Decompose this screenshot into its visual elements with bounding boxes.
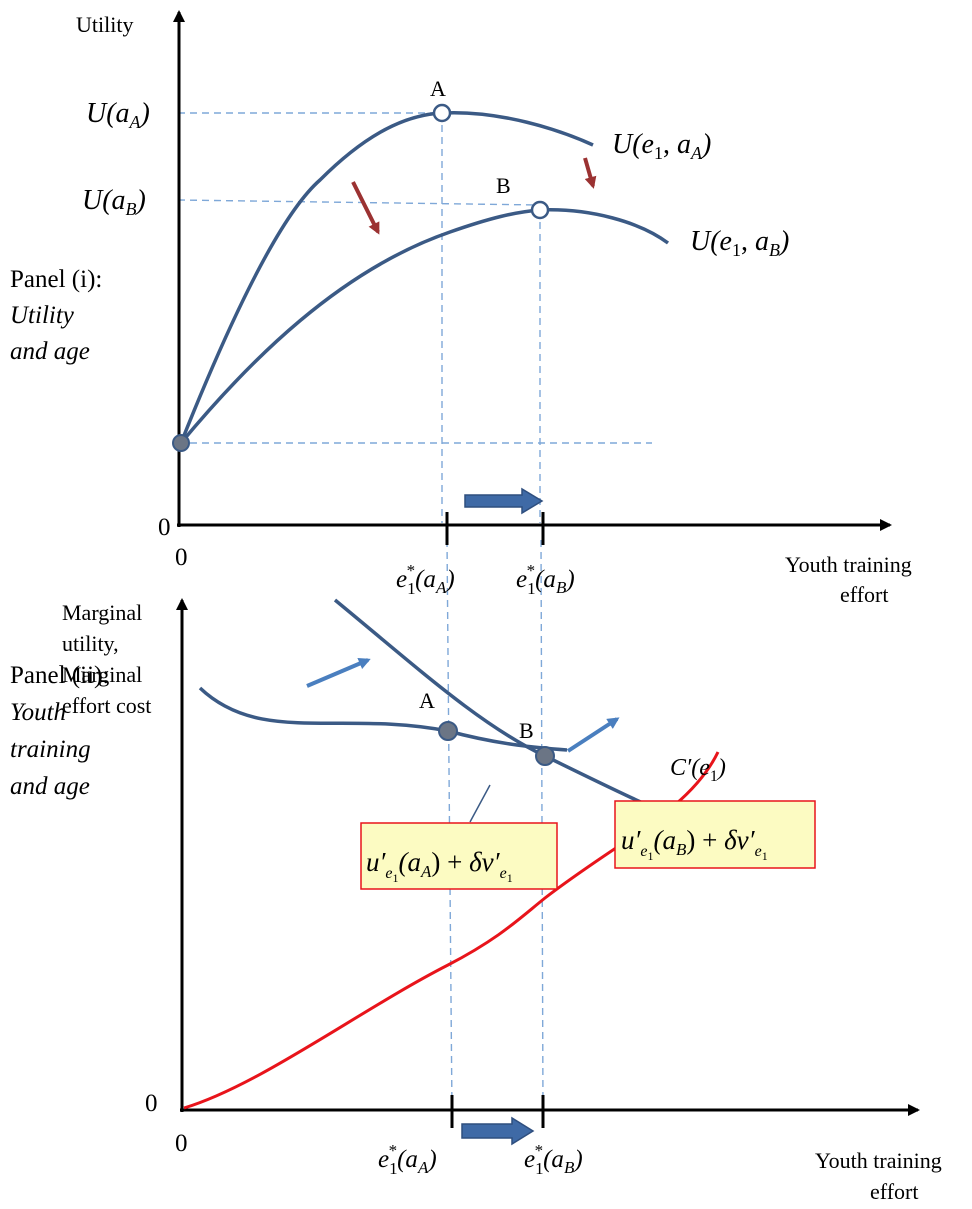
origin-y-label-ii: 0 [145, 1090, 158, 1117]
panel-i-title-line2: Utility [10, 302, 75, 329]
mu-label-box-b [614, 800, 816, 869]
point-b-i [530, 200, 550, 220]
y-axis-label-ii-line4: effort cost [62, 693, 151, 718]
block-arrow-ii [461, 1116, 535, 1146]
y-axis-label-ii-line2: utility, [62, 631, 119, 656]
mu-label-box-a [360, 822, 558, 890]
panel-ii-title-line1: Panel (ii): [10, 662, 109, 689]
x-axis-label-i-line1: Youth training [785, 552, 912, 577]
origin-x-label-ii: 0 [175, 1130, 188, 1157]
mu-curve-b [333, 598, 706, 832]
y-axis-label-ii-line1: Marginal [62, 600, 142, 625]
x-tick-label-a-i: e1*(aA) [396, 561, 455, 598]
block-arrow-i [464, 487, 544, 515]
y-axis-label-ii-line3: Marginal [62, 662, 142, 687]
shift-arrow-left [351, 181, 380, 235]
point-b-ii [535, 746, 555, 766]
mu-curve-a [198, 686, 568, 752]
origin-point-i [172, 434, 190, 452]
shift-arrow-mu-left [306, 658, 371, 688]
guide-lines [177, 112, 652, 1113]
leader-a [469, 784, 491, 823]
panel-i-title-line1: Panel (i): [10, 266, 102, 293]
curve-b-label: U(e1, aB) [690, 226, 789, 260]
y-tick-label-ub: U(aB) [82, 185, 146, 219]
point-b-label-i: B [496, 173, 511, 198]
y-axis-label-i: Utility [76, 12, 133, 37]
point-a-label-ii: A [419, 688, 435, 713]
origin-x-label-i: 0 [175, 544, 188, 571]
x-axis-label-ii-line1: Youth training [815, 1148, 942, 1173]
panel-i-title-line3: and age [10, 338, 90, 365]
guide-h-ub [177, 199, 541, 206]
panel-ii-title-line2: Youth [10, 699, 66, 726]
point-a-label-i: A [430, 76, 446, 101]
x-tick-label-b-ii: e1*(aB) [524, 1141, 583, 1178]
shift-arrow-mu-right [566, 717, 620, 753]
x-tick-label-a-ii: e1*(aA) [378, 1141, 437, 1178]
utility-curve-b [179, 208, 670, 445]
x-tick-label-b-i: e1*(aB) [516, 561, 575, 598]
panel-ii-title-line3: training [10, 736, 91, 763]
origin-y-label-i: 0 [158, 514, 171, 541]
point-a-i [432, 103, 452, 123]
panel-ii: u′e1(aA) + δv′e1 u′e1(aB) + δv′e1 A B C′… [10, 598, 942, 1204]
x-axis-label-ii-line2: effort [870, 1179, 918, 1204]
y-tick-label-ua: U(aA) [86, 98, 150, 132]
point-a-ii [438, 721, 458, 741]
point-b-label-ii: B [519, 718, 534, 743]
shift-arrow-right [583, 157, 597, 189]
x-axis-label-i-line2: effort [840, 582, 888, 607]
curve-a-label: U(e1, aA) [612, 129, 711, 163]
utility-curve-a [179, 110, 594, 444]
panel-ii-title-line4: and age [10, 773, 90, 800]
cost-curve-label: C′(e1) [670, 755, 726, 785]
panel-i: Utility 0 0 U(aA) U(aB) A B U(e1, aA) U(… [10, 10, 912, 1113]
